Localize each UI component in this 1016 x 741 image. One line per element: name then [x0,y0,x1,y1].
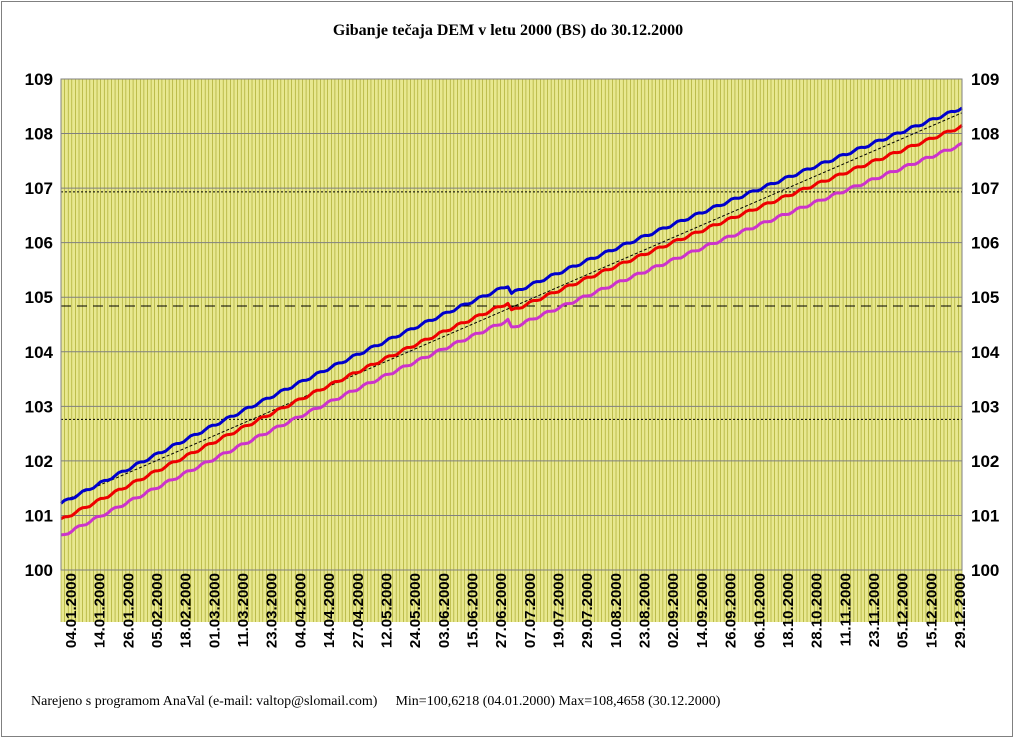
x-tick-label: 14.04.2000 [321,573,338,648]
x-tick-label: 11.11.2000 [837,573,854,646]
y-tick-label-right: 105 [971,288,999,307]
x-tick-label: 01.03.2000 [206,573,223,648]
x-tick-label: 18.10.2000 [780,573,797,648]
x-tick-label: 06.10.2000 [751,573,768,648]
y-tick-label-right: 106 [971,234,999,253]
x-tick-label: 27.06.2000 [493,573,510,648]
x-tick-label: 15.12.2000 [923,573,940,648]
x-tick-label: 28.10.2000 [809,573,826,648]
y-tick-label-right: 107 [971,179,999,198]
y-tick-label-left: 107 [25,179,53,198]
x-tick-label: 14.01.2000 [92,573,109,648]
y-axis-left-ticks: 100 101 102 103 104 105 106 107 108 109 [25,70,54,580]
x-tick-label: 02.09.2000 [665,573,682,648]
x-tick-label: 14.09.2000 [694,573,711,648]
series-lines [60,106,963,537]
y-tick-label-right: 102 [971,452,999,471]
series-line [60,141,963,537]
x-tick-label: 23.03.2000 [264,573,281,648]
series-line [60,106,963,505]
y-axis-right-ticks: 100 101 102 103 104 105 106 107 108 109 [971,70,1000,580]
y-tick-label-left: 101 [25,506,53,525]
x-tick-label: 26.09.2000 [723,573,740,648]
vertical-grid [60,79,963,622]
y-tick-label-right: 104 [971,343,1000,362]
y-tick-label-right: 108 [971,125,999,144]
x-tick-label: 03.06.2000 [436,573,453,648]
y-tick-label-left: 106 [25,234,53,253]
x-tick-label: 10.08.2000 [608,573,625,648]
y-tick-label-right: 101 [971,506,999,525]
plot-border [60,78,963,571]
y-tick-label-left: 102 [25,452,53,471]
y-tick-label-right: 109 [971,70,999,89]
y-tick-label-left: 100 [25,561,53,580]
footer-minmax: Min=100,6218 (04.01.2000) Max=108,4658 (… [395,694,721,709]
y-tick-label-right: 103 [971,397,999,416]
chart-title: Gibanje tečaja DEM v letu 2000 (BS) do 3… [332,22,684,39]
x-tick-label: 04.04.2000 [292,573,309,648]
x-tick-label: 04.01.2000 [63,573,80,648]
x-tick-label: 19.07.2000 [551,573,568,648]
x-tick-label: 11.03.2000 [235,573,252,647]
series-line [60,124,963,521]
y-tick-label-right: 100 [971,561,999,580]
x-axis-tick-labels: 04.01.2000 14.01.2000 26.01.2000 05.02.2000… [63,573,969,648]
x-tick-label: 18.02.2000 [178,573,195,648]
y-tick-label-left: 109 [25,70,53,89]
footer: Narejeno s programom AnaVal (e-mail: val… [31,694,738,710]
x-tick-label: 29.07.2000 [579,573,596,648]
y-tick-label-left: 104 [25,343,54,362]
x-tick-label: 27.04.2000 [350,573,367,648]
x-tick-label: 23.11.2000 [866,573,883,647]
x-tick-label: 12.05.2000 [378,573,395,648]
y-tick-label-left: 108 [25,125,53,144]
footer-credit: Narejeno s programom AnaVal (e-mail: val… [31,694,378,709]
x-tick-label: 26.01.2000 [120,573,137,648]
x-tick-label: 15.06.2000 [464,573,481,648]
x-tick-label: 24.05.2000 [407,573,424,648]
x-tick-label: 05.02.2000 [149,573,166,648]
y-tick-label-left: 105 [25,288,53,307]
x-tick-label: 07.07.2000 [522,573,539,648]
x-tick-label: 05.12.2000 [895,573,912,648]
x-tick-label: 29.12.2000 [952,573,969,648]
y-tick-label-left: 103 [25,397,53,416]
reference-lines [61,191,962,420]
x-tick-label: 23.08.2000 [637,573,654,648]
